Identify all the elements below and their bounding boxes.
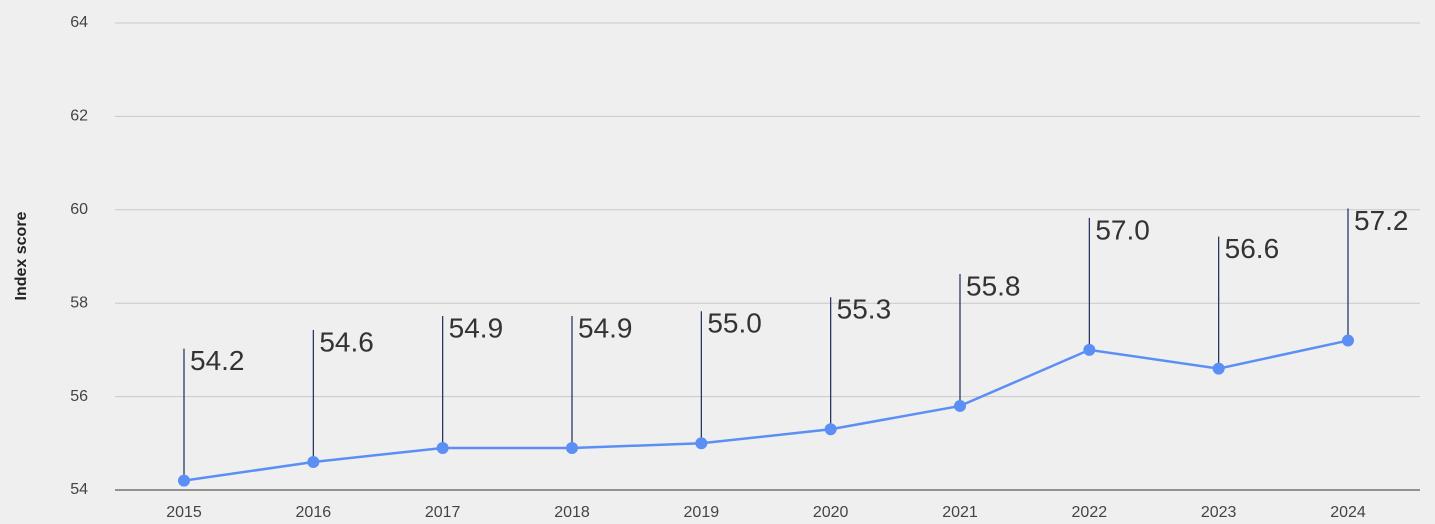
x-tick-label: 2019 — [684, 504, 720, 521]
data-label: 55.0 — [707, 308, 762, 339]
data-label: 54.6 — [319, 326, 374, 357]
data-label: 56.6 — [1225, 233, 1280, 264]
point — [1212, 362, 1225, 375]
x-tick-label: 2016 — [296, 504, 332, 521]
x-tick-label: 2022 — [1072, 504, 1108, 521]
y-axis-label: Index score — [13, 211, 30, 300]
x-tick-label: 2018 — [554, 504, 590, 521]
y-tick-label: 58 — [70, 294, 88, 311]
x-tick-label: 2023 — [1201, 504, 1237, 521]
point — [1342, 334, 1354, 347]
x-tick-label: 2020 — [813, 504, 849, 521]
point — [566, 441, 578, 454]
x-tick-label: 2017 — [425, 504, 461, 521]
line — [183, 339, 1349, 482]
point — [695, 437, 708, 450]
y-tick-label: 60 — [70, 201, 88, 218]
data-label: 55.3 — [837, 294, 892, 325]
point — [307, 455, 320, 468]
point — [954, 399, 966, 412]
point — [436, 441, 449, 454]
x-tick-label: 2021 — [942, 504, 978, 521]
y-tick-label: 56 — [70, 388, 88, 405]
x-tick-label: 2024 — [1330, 504, 1366, 521]
data-label: 54.2 — [190, 345, 245, 376]
data-label: 54.9 — [578, 312, 633, 343]
x-tick-label: 2015 — [166, 504, 202, 521]
point — [824, 423, 837, 436]
point — [178, 474, 190, 487]
data-label: 57.2 — [1354, 205, 1409, 236]
point — [1083, 343, 1096, 356]
data-label: 54.9 — [449, 312, 504, 343]
y-tick-label: 54 — [70, 481, 88, 498]
y-tick-label: 62 — [70, 108, 88, 125]
y-tick-label: 64 — [70, 14, 88, 31]
data-label: 55.8 — [966, 270, 1021, 301]
data-label: 57.0 — [1095, 214, 1150, 245]
